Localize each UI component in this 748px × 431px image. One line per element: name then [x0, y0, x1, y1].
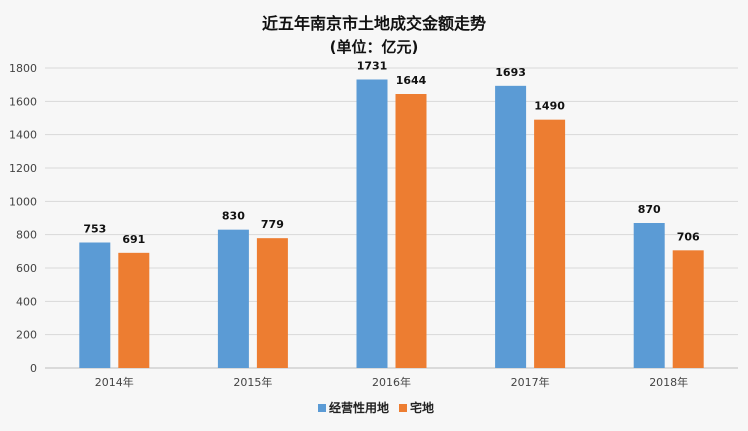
- data-label: 1490: [534, 100, 565, 113]
- bar-layer: [79, 79, 704, 369]
- bar: [495, 85, 527, 368]
- chart-subtitle: (单位：亿元): [330, 38, 419, 56]
- y-tick-label: 400: [16, 295, 37, 308]
- bar: [79, 242, 111, 368]
- legend: 经营性用地 宅地: [318, 400, 434, 415]
- y-tick-label: 0: [30, 362, 37, 375]
- x-tick-label: 2015年: [233, 375, 272, 389]
- y-tick-label: 1200: [9, 162, 37, 175]
- legend-swatch: [399, 404, 407, 412]
- data-label: 706: [677, 230, 700, 243]
- bar: [633, 223, 665, 368]
- data-label-layer: 753 691 830 779 1731 1644 1693 1490 870 706: [83, 60, 700, 246]
- legend-swatch: [318, 404, 326, 412]
- bar: [672, 250, 704, 368]
- y-tick-label: 1600: [9, 95, 37, 108]
- y-tick-label: 1400: [9, 129, 37, 142]
- data-label: 1731: [357, 60, 388, 73]
- x-tick-label: 2018年: [649, 375, 688, 389]
- y-tick-label: 1000: [9, 195, 37, 208]
- grid-layer: [45, 67, 738, 369]
- data-label: 1693: [495, 66, 526, 79]
- x-tick-labels: 2014年 2015年 2016年 2017年 2018年: [95, 375, 688, 389]
- bar: [118, 252, 150, 368]
- data-label: 779: [261, 218, 284, 231]
- y-tick-label: 1800: [9, 62, 37, 75]
- legend-label: 宅地: [410, 400, 434, 415]
- legend-label: 经营性用地: [329, 400, 389, 415]
- data-label: 691: [122, 233, 145, 246]
- bar: [256, 238, 288, 368]
- y-tick-labels: 0 200 400 600 800 1000 1200 1400 1600 1800: [9, 62, 37, 375]
- data-label: 830: [222, 210, 245, 223]
- bar: [534, 119, 566, 369]
- data-label: 1644: [396, 74, 427, 87]
- bar: [395, 94, 427, 368]
- x-tick-label: 2017年: [511, 375, 550, 389]
- data-label: 753: [83, 223, 106, 236]
- y-tick-label: 800: [16, 229, 37, 242]
- y-tick-label: 600: [16, 262, 37, 275]
- x-tick-label: 2014年: [95, 375, 134, 389]
- bar: [217, 229, 249, 368]
- chart-title: 近五年南京市土地成交金额走势: [262, 14, 486, 33]
- y-tick-label: 200: [16, 329, 37, 342]
- data-label: 870: [638, 203, 661, 216]
- bar: [356, 79, 388, 368]
- x-tick-label: 2016年: [372, 375, 411, 389]
